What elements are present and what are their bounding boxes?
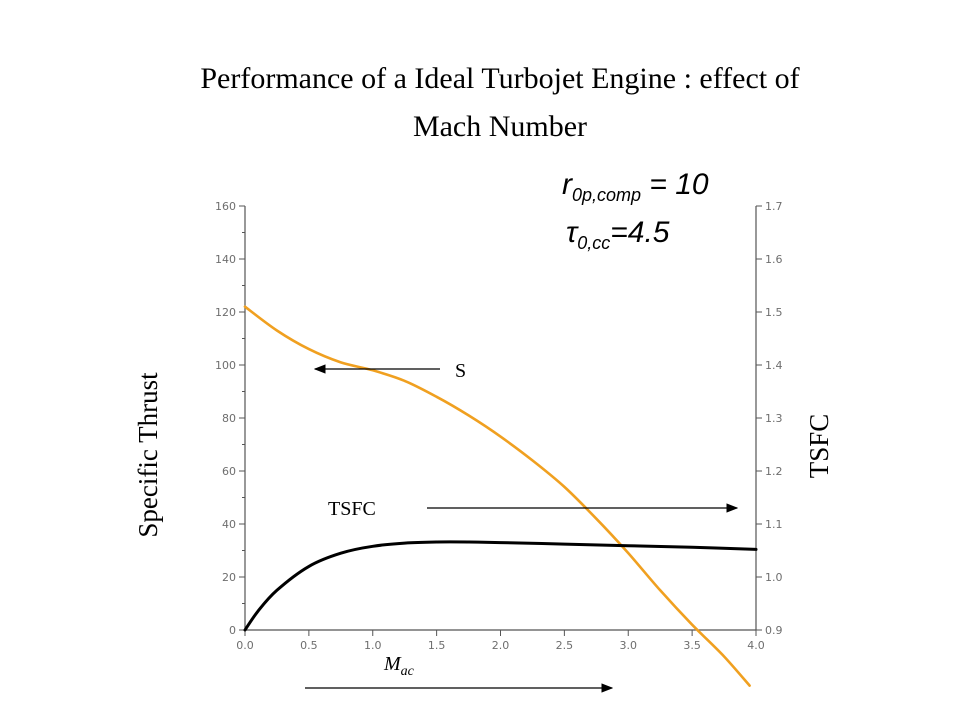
- s-data-point: [595, 518, 597, 520]
- y-axis-title: Specific Thrust: [133, 372, 163, 538]
- mach-label: Mac: [383, 653, 415, 679]
- compressor-ratio-value: = 10: [641, 168, 709, 201]
- combustor-ratio-value: =4.5: [610, 216, 670, 249]
- series: [243, 305, 758, 687]
- y2-tick-label: 1.2: [765, 465, 783, 478]
- compressor-ratio-subscript: 0p,comp: [572, 185, 642, 205]
- combustor-ratio-label: τ0,cc=4.5: [566, 216, 669, 254]
- s-data-point: [563, 486, 566, 488]
- x-tick-label: 1.5: [428, 639, 446, 652]
- y-tick-label: 0: [229, 624, 236, 637]
- x-tick-label: 3.0: [620, 639, 638, 652]
- combustor-ratio-subscript: 0,cc: [577, 233, 611, 253]
- tsfc-data-point: [308, 565, 310, 568]
- mach-symbol: M: [383, 653, 402, 675]
- s-data-point: [372, 369, 374, 371]
- x-tick-label: 2.5: [556, 639, 574, 652]
- tsfc-series-line: [243, 540, 758, 632]
- y2-tick-label: 1.5: [765, 306, 783, 319]
- s-data-point: [691, 624, 693, 626]
- x-tick-label: 3.5: [683, 639, 701, 652]
- tsfc-data-point: [691, 546, 693, 548]
- s-data-point: [404, 380, 406, 382]
- tsfc-data-point: [340, 552, 342, 554]
- s-data-point: [499, 436, 502, 438]
- tsfc-data-point: [372, 545, 374, 547]
- x-tick-label: 4.0: [747, 639, 765, 652]
- x-tick-label: 1.0: [364, 639, 382, 652]
- chart-title-line-1: Performance of a Ideal Turbojet Engine :…: [200, 62, 800, 95]
- s-data-point: [308, 348, 310, 350]
- tsfc-data-point: [404, 542, 406, 544]
- y2-tick-label: 1.3: [765, 412, 783, 425]
- y-tick-label: 160: [215, 200, 236, 213]
- x-tick-label: 0.5: [300, 639, 318, 652]
- y-tick-label: 140: [215, 253, 236, 266]
- combustor-ratio-symbol: τ: [566, 216, 578, 249]
- tsfc-annotation: TSFC: [328, 498, 376, 520]
- tsfc-data-point: [755, 548, 757, 551]
- s-data-point: [531, 459, 534, 461]
- tsfc-data-point: [499, 542, 502, 544]
- y-tick-label: 40: [222, 518, 236, 531]
- s-data-point: [436, 396, 438, 398]
- x-tick-label: 0.0: [236, 639, 254, 652]
- s-series-line: [243, 305, 751, 687]
- s-data-point: [749, 685, 751, 687]
- s-data-point: [340, 361, 342, 363]
- s-annotation: S: [455, 360, 466, 382]
- y-tick-label: 100: [215, 359, 236, 372]
- s-data-point: [723, 655, 725, 658]
- y-tick-label: 120: [215, 306, 236, 319]
- tsfc-data-point: [468, 541, 470, 543]
- y-tick-label: 80: [222, 412, 236, 425]
- tsfc-data-point: [276, 589, 278, 591]
- s-data-point: [276, 329, 278, 332]
- compressor-ratio-symbol: r: [562, 168, 572, 201]
- axes: 0 20 40 60 80 100 120 140 160 0.9 1.0 1.1 1.2 1.3 1.4 1…: [215, 200, 783, 652]
- y2-axis-title: TSFC: [804, 414, 834, 479]
- y2-tick-label: 0.9: [765, 624, 783, 637]
- y-tick-label: 20: [222, 571, 236, 584]
- s-data-point: [468, 414, 470, 416]
- y2-tick-label: 1.1: [765, 518, 783, 531]
- y2-tick-label: 1.6: [765, 253, 783, 266]
- chart-title-line-2: Mach Number: [412, 110, 588, 143]
- y2-tick-label: 1.7: [765, 200, 783, 213]
- s-data-point: [627, 552, 629, 554]
- s-data-point: [244, 306, 246, 308]
- y-tick-label: 60: [222, 465, 236, 478]
- y2-tick-label: 1.0: [765, 571, 783, 584]
- tsfc-data-point: [257, 610, 259, 613]
- compressor-ratio-label: r0p,comp = 10: [562, 168, 709, 206]
- tsfc-data-point: [627, 545, 629, 547]
- y2-tick-label: 1.4: [765, 359, 783, 372]
- tsfc-data-point: [244, 629, 246, 631]
- mach-subscript: ac: [401, 664, 415, 679]
- s-data-point: [659, 589, 661, 591]
- tsfc-data-point: [436, 541, 438, 543]
- x-tick-label: 2.0: [492, 639, 510, 652]
- tsfc-data-point: [563, 543, 566, 545]
